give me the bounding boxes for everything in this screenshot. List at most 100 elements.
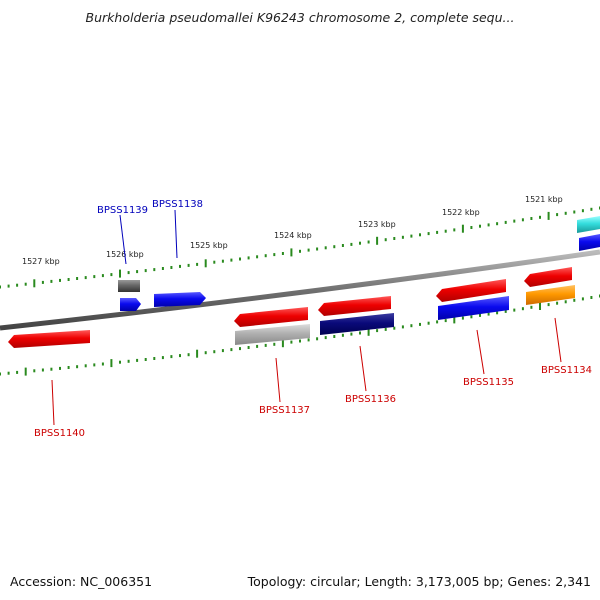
minor-tick [419, 322, 421, 326]
gene-BPSS1138-arrow[interactable] [154, 292, 206, 307]
tick-label-1524: 1524 kbp [274, 231, 312, 240]
minor-tick [144, 358, 147, 361]
minor-tick [16, 283, 19, 287]
minor-tick [324, 246, 327, 250]
major-tick [196, 349, 199, 358]
gene-BPSS1134-arrow[interactable] [524, 267, 572, 287]
minor-tick [401, 235, 404, 239]
minor-tick [530, 305, 533, 309]
minor-tick [496, 222, 499, 226]
minor-tick [0, 372, 1, 376]
minor-tick [256, 344, 259, 348]
accession-text: Accession: NC_006351 [10, 574, 153, 589]
minor-tick [393, 326, 396, 330]
minor-tick [350, 242, 353, 246]
gene-BPSS1135-arrow[interactable] [436, 279, 506, 302]
minor-tick [564, 300, 567, 304]
inner-tick-marks [0, 294, 600, 376]
gene-label-BPSS1139[interactable]: BPSS1139 [97, 205, 148, 216]
minor-tick [239, 257, 241, 261]
major-tick [367, 327, 370, 336]
minor-tick [101, 274, 104, 278]
minor-tick [479, 224, 481, 228]
minor-tick [119, 360, 121, 364]
minor-tick [213, 260, 216, 264]
minor-tick [50, 279, 53, 283]
minor-tick [76, 277, 79, 280]
major-tick [119, 269, 121, 278]
minor-tick [539, 215, 541, 219]
minor-tick [41, 368, 44, 372]
minor-tick [161, 356, 164, 360]
minor-tick [213, 350, 216, 354]
minor-tick [33, 369, 36, 373]
minor-tick [76, 365, 79, 369]
leader-BPSS1135 [476, 329, 485, 375]
minor-tick [144, 269, 147, 273]
minor-tick [504, 220, 507, 224]
gene-label-BPSS1135[interactable]: BPSS1135 [463, 377, 514, 388]
gene-label-BPSS1138[interactable]: BPSS1138 [152, 199, 203, 210]
gene-next-arrow[interactable] [579, 234, 600, 251]
minor-tick [590, 207, 593, 211]
minor-tick [247, 346, 250, 349]
minor-tick [513, 219, 516, 223]
minor-tick [67, 366, 70, 369]
minor-tick [273, 342, 276, 346]
minor-tick [84, 364, 87, 368]
major-tick [290, 248, 293, 257]
minor-tick [513, 308, 516, 312]
major-tick [376, 236, 379, 245]
gene-BPSS1139-block[interactable] [118, 280, 141, 311]
minor-tick [7, 284, 10, 288]
minor-tick [256, 255, 259, 259]
chromosome-backbone [0, 249, 600, 331]
minor-tick [264, 343, 267, 347]
gene-label-BPSS1140[interactable]: BPSS1140 [34, 428, 85, 439]
leader-BPSS1138 [174, 209, 178, 259]
tick-label-1525: 1525 kbp [190, 241, 228, 250]
minor-tick [521, 307, 524, 311]
minor-tick [67, 278, 70, 281]
minor-tick [453, 228, 456, 232]
gene-label-BPSS1136[interactable]: BPSS1136 [345, 394, 396, 405]
major-tick [453, 315, 456, 324]
minor-tick [93, 275, 96, 279]
minor-tick [16, 370, 19, 374]
minor-tick [0, 285, 1, 289]
minor-tick [487, 223, 490, 227]
leader-BPSS1136 [359, 345, 367, 392]
topology-summary: Topology: circular; Length: 3,173,005 bp… [247, 574, 591, 589]
minor-tick [461, 316, 464, 320]
minor-tick [101, 362, 104, 366]
minor-tick [530, 217, 533, 220]
minor-tick [333, 245, 336, 249]
major-tick [461, 224, 464, 233]
gene-label-BPSS1134[interactable]: BPSS1134 [541, 365, 592, 376]
map-title: Burkholderia pseudomallei K96243 chromos… [85, 10, 515, 25]
minor-tick [547, 303, 550, 307]
gene-label-BPSS1137[interactable]: BPSS1137 [259, 405, 310, 416]
tick-label-1527: 1527 kbp [22, 257, 60, 266]
minor-tick [410, 324, 413, 328]
gene-BPSS1139-cog-box [118, 280, 140, 292]
minor-tick [230, 348, 233, 352]
gene-BPSS1139-arrow[interactable] [120, 298, 141, 311]
minor-tick [487, 312, 490, 316]
minor-tick [264, 254, 267, 258]
minor-tick [401, 325, 404, 329]
minor-tick [573, 298, 576, 302]
minor-tick [436, 320, 439, 324]
minor-tick [470, 226, 473, 229]
minor-tick [127, 271, 130, 275]
outer-tick-marks [0, 206, 600, 289]
leader-BPSS1134 [554, 317, 562, 363]
minor-tick [393, 237, 396, 240]
minor-tick [136, 270, 139, 274]
minor-tick [170, 355, 173, 359]
gene-BPSS1136-arrow[interactable] [318, 296, 391, 316]
minor-tick [41, 280, 44, 284]
major-tick [547, 211, 550, 220]
gene-BPSS1137-arrow[interactable] [234, 307, 308, 327]
gene-BPSS1140-arrow[interactable] [8, 330, 90, 348]
